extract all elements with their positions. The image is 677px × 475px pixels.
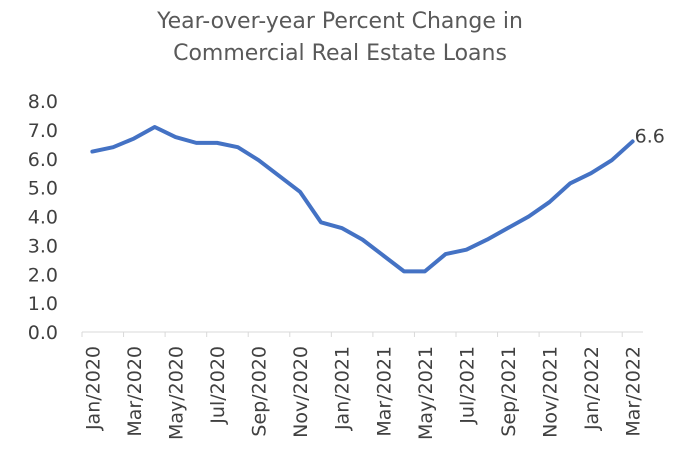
x-tick-label: Jan/2021 [332, 346, 354, 431]
data-label: 6.6 [635, 125, 665, 147]
x-tick-label: Jul/2021 [456, 346, 478, 425]
x-tick-label: Jul/2020 [207, 346, 229, 425]
y-tick-label: 3.0 [28, 235, 58, 257]
x-tick-label: Mar/2020 [124, 346, 146, 437]
line [90, 124, 635, 274]
x-tick-label: Sep/2020 [249, 346, 271, 437]
y-tick-label: 4.0 [28, 207, 58, 229]
x-tick-label: Nov/2021 [540, 346, 562, 438]
x-tick-label: Mar/2021 [373, 346, 395, 437]
x-tick-label: May/2020 [166, 346, 188, 440]
chart-title: Year-over-year Percent Change in [156, 9, 523, 34]
x-tick-label: Nov/2020 [290, 346, 312, 438]
y-tick-label: 5.0 [28, 178, 58, 200]
y-tick-label: 6.0 [28, 149, 58, 171]
x-tick-label: May/2021 [415, 346, 437, 440]
y-tick-label: 0.0 [28, 322, 58, 344]
y-tick-label: 2.0 [28, 264, 58, 286]
x-tick-label: Jan/2020 [82, 346, 104, 431]
x-tick-label: Jan/2022 [581, 346, 603, 431]
x-tick-label: Mar/2022 [623, 346, 645, 437]
y-tick-label: 8.0 [28, 91, 58, 113]
y-tick-label: 7.0 [28, 120, 58, 142]
y-tick-label: 1.0 [28, 293, 58, 315]
chart-title: Commercial Real Estate Loans [173, 41, 507, 66]
x-tick-label: Sep/2021 [498, 346, 520, 437]
